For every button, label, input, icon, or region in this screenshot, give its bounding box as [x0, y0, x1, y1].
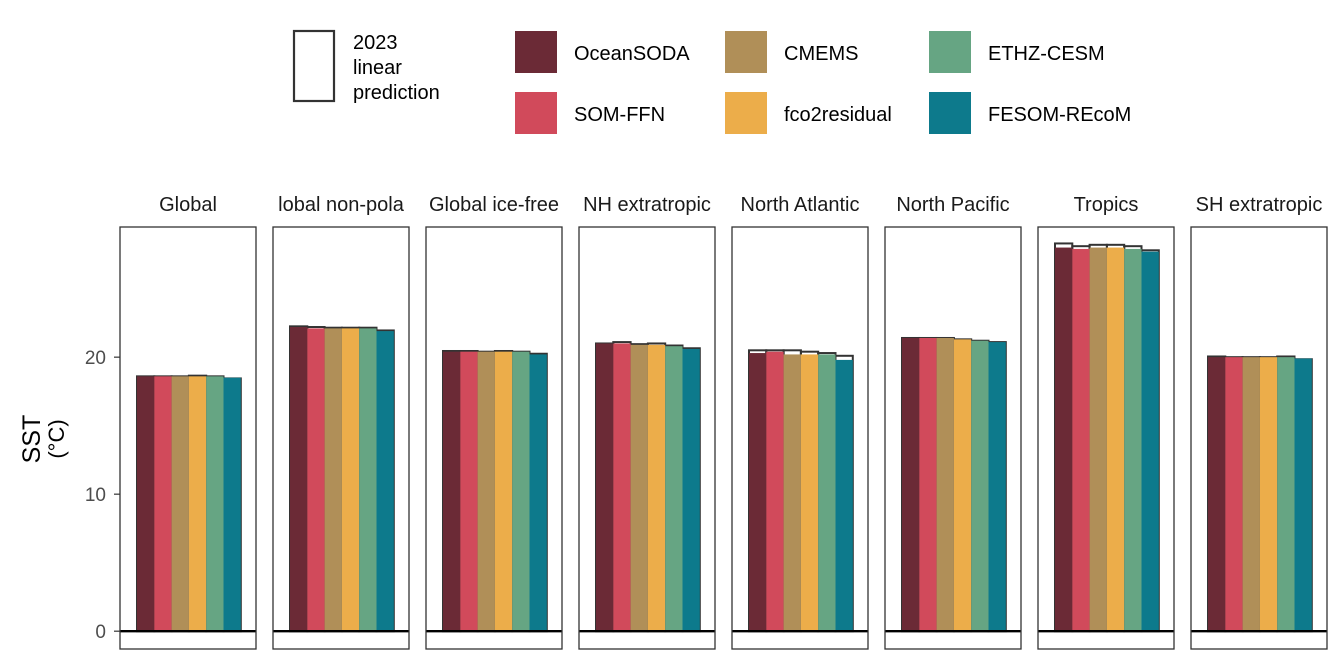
bar: [359, 328, 377, 632]
bar: [783, 354, 801, 632]
legend-label: FESOM-REcoM: [988, 104, 1131, 126]
facet-strip-label: Tropics: [1074, 194, 1139, 216]
bar: [443, 351, 461, 632]
bar: [835, 359, 853, 632]
legend-label: fco2residual: [784, 104, 892, 126]
bar: [1072, 248, 1090, 632]
panel-border: [425, 226, 563, 650]
bar: [171, 376, 189, 632]
legend: 2023 linear prediction OceanSODA CMEMS ETHZ-C…: [292, 29, 1131, 134]
bar: [460, 351, 478, 632]
panel-border: [1037, 226, 1175, 650]
facet-panel: lobal non-pola: [272, 194, 410, 650]
facet-panel: SH extratropic: [1190, 194, 1328, 650]
y-tick-label: 0: [95, 622, 106, 643]
bar: [1141, 251, 1159, 632]
legend-swatch: [725, 31, 767, 73]
bar: [971, 340, 989, 632]
y-axis-label-line1: SST: [18, 415, 46, 464]
legend-swatch: [929, 92, 971, 134]
bar: [290, 327, 308, 632]
bar: [376, 331, 394, 632]
bar: [512, 351, 530, 632]
legend-label: ETHZ-CESM: [988, 43, 1105, 65]
y-axis-label-line2: (°C): [44, 419, 69, 458]
panel-border: [272, 226, 410, 650]
bar: [477, 351, 495, 632]
facet-panel: North Atlantic: [731, 194, 869, 650]
y-tick-label: 20: [85, 348, 106, 369]
legend-swatch: [725, 92, 767, 134]
bar: [1106, 247, 1125, 632]
legend-label: CMEMS: [784, 43, 858, 65]
panel-border: [731, 226, 869, 650]
bar: [988, 342, 1006, 632]
bar: [494, 351, 513, 632]
bar: [682, 348, 700, 632]
bar: [1124, 248, 1142, 632]
bar: [818, 354, 836, 632]
facet-strip-label: NH extratropic: [583, 194, 711, 216]
bar: [1242, 357, 1260, 632]
bar: [919, 337, 937, 632]
bar: [223, 377, 241, 632]
bar: [1294, 358, 1312, 632]
panel-border: [578, 226, 716, 650]
legend-prediction-key: [292, 29, 336, 103]
bar: [647, 344, 666, 632]
facet-strip-label: SH extratropic: [1196, 194, 1323, 216]
bar: [188, 376, 207, 632]
bar: [137, 376, 155, 632]
panel-border: [884, 226, 1022, 650]
bar: [154, 376, 172, 632]
bar: [206, 376, 224, 632]
legend-prediction-label: prediction: [353, 82, 440, 104]
facet-panel: Global: [119, 194, 257, 650]
bar: [324, 328, 342, 632]
panel-border: [119, 226, 257, 650]
bar: [341, 328, 360, 632]
facet-panels: Global lobal non-pola Global ice-free NH ex…: [119, 194, 1328, 650]
facet-panel: NH extratropic: [578, 194, 716, 650]
bar: [307, 328, 325, 632]
facet-strip-label: Global: [159, 194, 217, 216]
legend-label: SOM-FFN: [574, 104, 665, 126]
bar: [936, 337, 954, 632]
legend-label: OceanSODA: [574, 43, 690, 65]
bar: [613, 343, 631, 632]
bar: [1208, 357, 1226, 632]
bar: [1055, 247, 1073, 632]
legend-prediction-label: 2023: [353, 32, 398, 54]
bar: [630, 344, 648, 632]
bar: [953, 339, 972, 632]
legend-prediction-label: linear: [353, 57, 402, 79]
bar: [596, 343, 614, 632]
bar: [800, 354, 819, 632]
legend-swatch: [515, 92, 557, 134]
legend-swatch: [929, 31, 971, 73]
bar: [902, 337, 920, 632]
facet-strip-label: North Atlantic: [741, 194, 860, 216]
bar: [1225, 357, 1243, 632]
panel-border: [1190, 226, 1328, 650]
facet-panel: Global ice-free: [425, 194, 563, 650]
bar: [749, 353, 767, 632]
bar: [1089, 247, 1107, 632]
bar: [1277, 357, 1295, 632]
y-tick-label: 10: [85, 485, 106, 506]
facet-strip-label: Global ice-free: [429, 194, 559, 216]
facet-panel: North Pacific: [884, 194, 1022, 650]
bar: [529, 354, 547, 632]
facet-strip-label: lobal non-pola: [278, 194, 405, 216]
facet-panel: Tropics: [1037, 194, 1175, 650]
bar: [665, 346, 683, 632]
y-axis: SST (°C) 0 10 20: [18, 348, 120, 643]
bar: [1259, 357, 1278, 632]
bar: [766, 351, 784, 632]
legend-swatch: [515, 31, 557, 73]
facet-strip-label: North Pacific: [896, 194, 1009, 216]
